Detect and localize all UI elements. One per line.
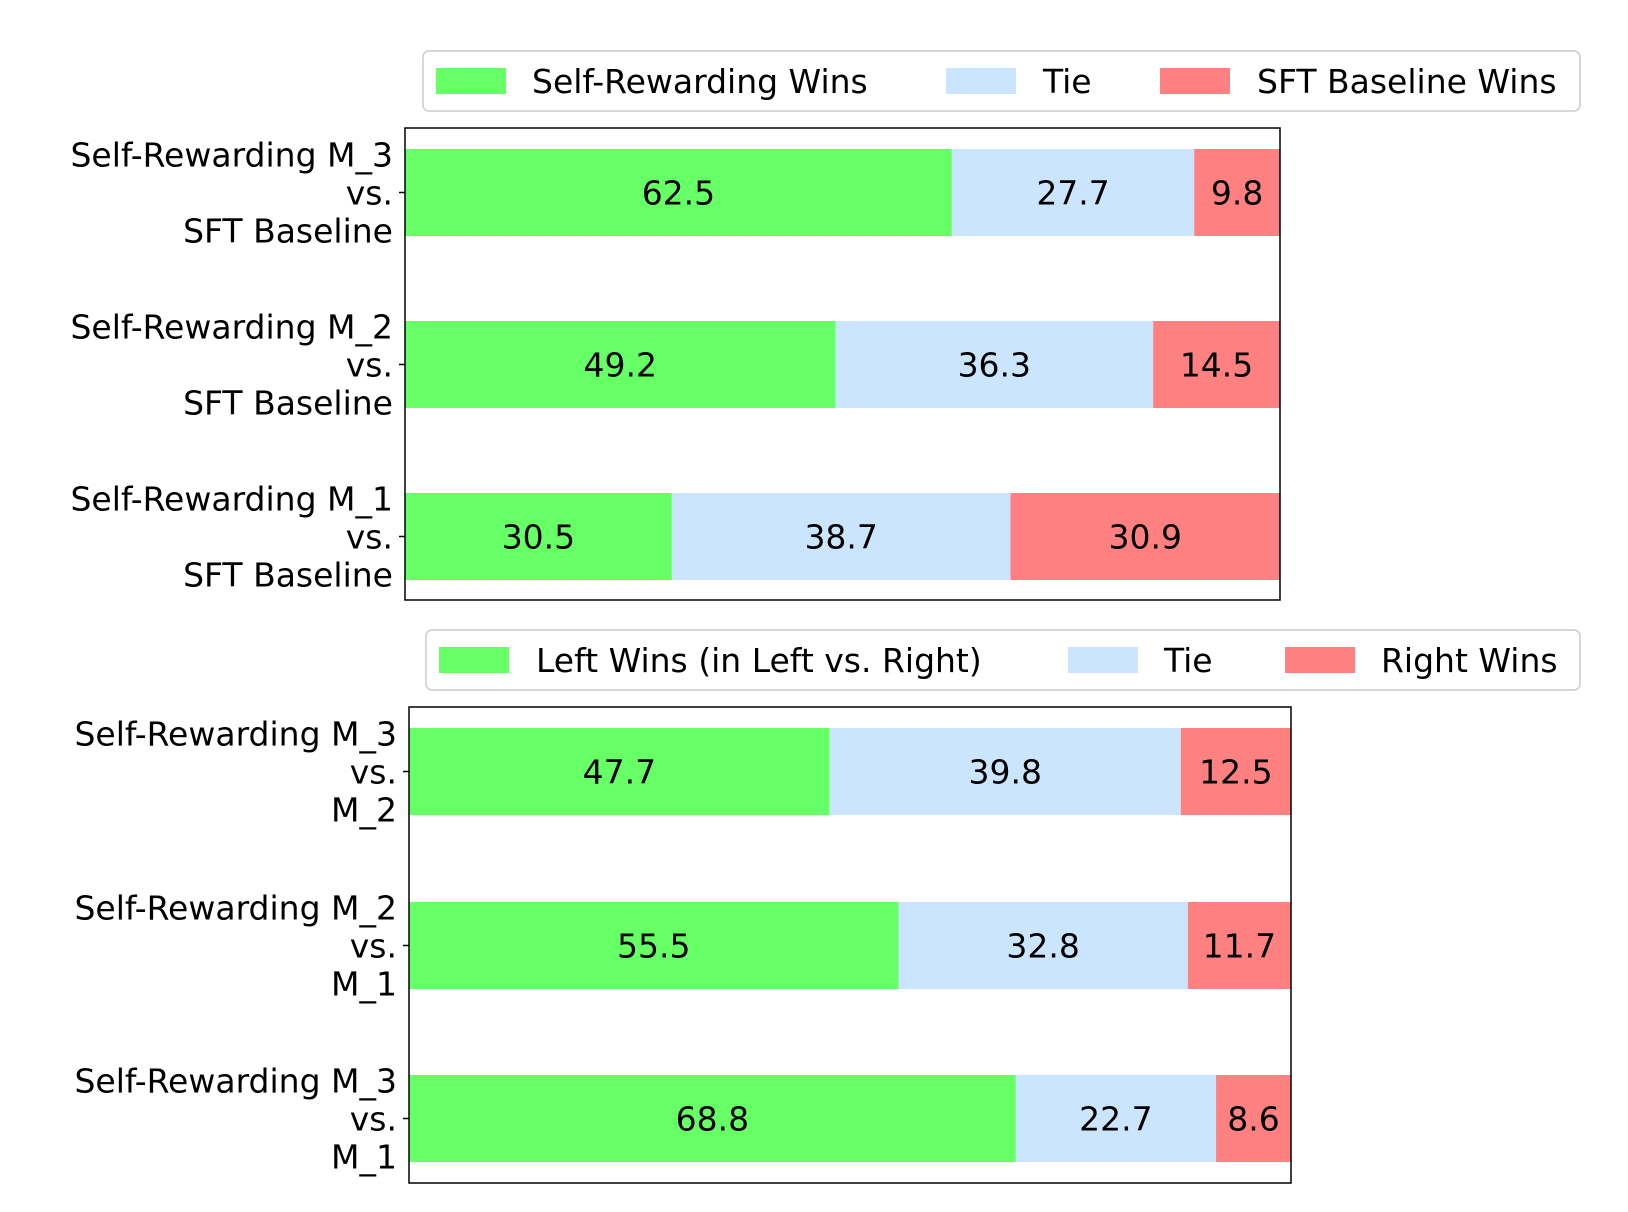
bar-value-label: 32.8 bbox=[1006, 927, 1079, 966]
legend-swatch bbox=[1285, 647, 1355, 673]
legend-entry-label: SFT Baseline Wins bbox=[1257, 62, 1557, 101]
bar-value-label: 14.5 bbox=[1180, 346, 1253, 385]
bar-segment bbox=[409, 902, 899, 989]
bar-value-label: 11.7 bbox=[1203, 927, 1276, 966]
category-tick-label: vs. bbox=[350, 753, 397, 792]
category-tick-label: SFT Baseline bbox=[183, 384, 393, 423]
category-tick-label: Self-Rewarding M_2 bbox=[74, 889, 397, 928]
bar-value-label: 30.5 bbox=[502, 518, 575, 557]
bar-value-label: 55.5 bbox=[617, 927, 690, 966]
legend-entry-label: Right Wins bbox=[1381, 641, 1558, 680]
bar-value-label: 9.8 bbox=[1211, 174, 1263, 213]
bar-value-label: 68.8 bbox=[676, 1100, 749, 1139]
bar-value-label: 36.3 bbox=[958, 346, 1031, 385]
chart-1: Self-Rewarding Wins Tie SFT Baseline Wins 6… bbox=[70, 50, 1581, 601]
legend-swatch bbox=[1068, 647, 1138, 673]
bar-segment bbox=[405, 493, 672, 580]
bar-segment bbox=[1216, 1075, 1291, 1162]
bar-segment bbox=[409, 728, 830, 815]
legend-entry-label: Self-Rewarding Wins bbox=[532, 62, 868, 101]
legend: Left Wins (in Left vs. Right) Tie Right Wi… bbox=[425, 629, 1581, 691]
category-tick-label: SFT Baseline bbox=[183, 556, 393, 595]
category-tick-label: vs. bbox=[350, 927, 397, 966]
bar-segment bbox=[951, 149, 1195, 236]
category-tick-label: M_1 bbox=[331, 1138, 397, 1177]
legend-swatch bbox=[946, 68, 1016, 94]
bar-segment bbox=[671, 493, 1011, 580]
category-tick-label: vs. bbox=[346, 518, 393, 557]
legend-swatch bbox=[436, 68, 506, 94]
bar-segment bbox=[405, 149, 952, 236]
bar-value-label: 30.9 bbox=[1109, 518, 1182, 557]
bar-segment bbox=[1015, 1075, 1217, 1162]
legend-swatch bbox=[439, 647, 509, 673]
legend-entry-label: Tie bbox=[1042, 62, 1092, 101]
chart-2: Left Wins (in Left vs. Right) Tie Right Wi… bbox=[74, 629, 1581, 1184]
legend-entry-label: Tie bbox=[1163, 641, 1213, 680]
legend-frame bbox=[425, 629, 1581, 691]
bar-segment bbox=[1010, 493, 1280, 580]
category-tick-label: Self-Rewarding M_3 bbox=[74, 715, 397, 754]
bar-value-label: 38.7 bbox=[804, 518, 877, 557]
bar-segment bbox=[1153, 321, 1280, 408]
bar-value-label: 8.6 bbox=[1227, 1100, 1279, 1139]
bar-value-label: 47.7 bbox=[583, 753, 656, 792]
legend: Self-Rewarding Wins Tie SFT Baseline Wins bbox=[422, 50, 1581, 112]
bar-value-label: 22.7 bbox=[1079, 1100, 1152, 1139]
bar-value-label: 12.5 bbox=[1199, 753, 1272, 792]
legend-swatch bbox=[1160, 68, 1230, 94]
bar-segment bbox=[405, 321, 836, 408]
category-tick-label: vs. bbox=[350, 1100, 397, 1139]
bar-segment bbox=[898, 902, 1188, 989]
category-tick-label: vs. bbox=[346, 174, 393, 213]
category-tick-label: M_2 bbox=[331, 791, 397, 830]
bar-segment bbox=[1187, 902, 1291, 989]
bar-segment bbox=[835, 321, 1154, 408]
category-tick-label: Self-Rewarding M_2 bbox=[70, 308, 393, 347]
bar-value-label: 49.2 bbox=[584, 346, 657, 385]
plot-frame bbox=[404, 127, 1281, 601]
legend-entry-label: Left Wins (in Left vs. Right) bbox=[536, 641, 982, 680]
category-tick-label: Self-Rewarding M_1 bbox=[70, 480, 393, 519]
category-tick-label: M_1 bbox=[331, 965, 397, 1004]
plot-frame bbox=[408, 706, 1292, 1184]
bar-segment bbox=[1194, 149, 1280, 236]
bar-segment bbox=[1180, 728, 1291, 815]
category-tick-label: vs. bbox=[346, 346, 393, 385]
category-tick-label: Self-Rewarding M_3 bbox=[74, 1062, 397, 1101]
bar-segment bbox=[829, 728, 1181, 815]
bar-value-label: 27.7 bbox=[1036, 174, 1109, 213]
bar-segment bbox=[409, 1075, 1016, 1162]
bar-value-label: 39.8 bbox=[968, 753, 1041, 792]
bar-value-label: 62.5 bbox=[642, 174, 715, 213]
category-tick-label: SFT Baseline bbox=[183, 212, 393, 251]
category-tick-label: Self-Rewarding M_3 bbox=[70, 136, 393, 175]
